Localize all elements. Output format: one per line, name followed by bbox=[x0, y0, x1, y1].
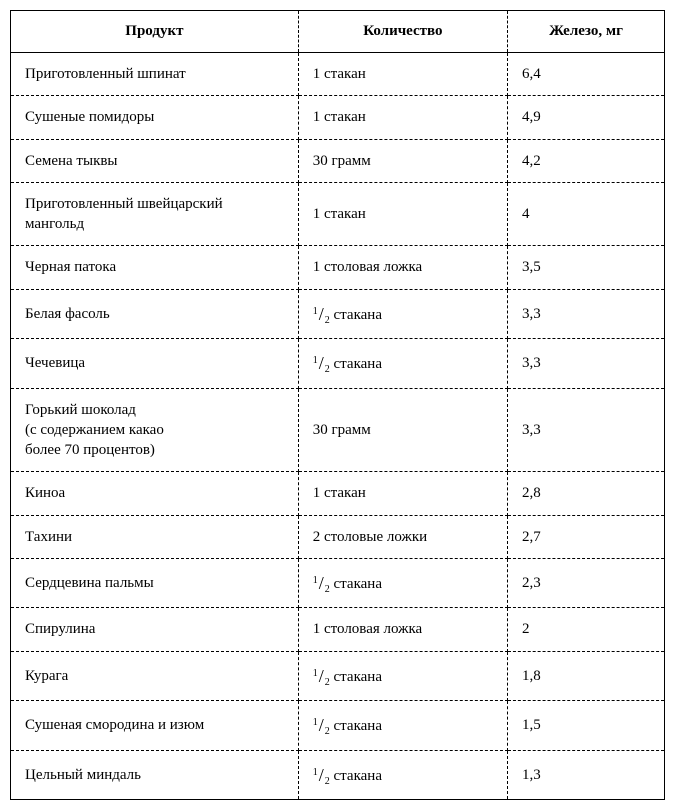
cell-product: Горький шоколад (с содержанием какао бол… bbox=[11, 388, 299, 472]
table-row: Спирулина1 столовая ложка2 bbox=[11, 608, 665, 651]
cell-iron: 4 bbox=[508, 182, 665, 246]
amount-suffix: стакана bbox=[330, 307, 382, 323]
cell-amount: 30 грамм bbox=[298, 388, 507, 472]
cell-iron: 2 bbox=[508, 608, 665, 651]
cell-product: Приготовленный шпинат bbox=[11, 53, 299, 96]
cell-amount: 1 стакан bbox=[298, 182, 507, 246]
cell-amount: 1 столовая ложка bbox=[298, 246, 507, 289]
cell-product: Киноа bbox=[11, 472, 299, 515]
cell-amount: 1/2 стакана bbox=[298, 558, 507, 608]
cell-product: Сушеные помидоры bbox=[11, 96, 299, 139]
fraction-slash: / bbox=[319, 351, 324, 375]
table-row: Приготовленный шпинат1 стакан6,4 bbox=[11, 53, 665, 96]
cell-iron: 4,2 bbox=[508, 139, 665, 182]
cell-iron: 6,4 bbox=[508, 53, 665, 96]
table-row: Сушеная смородина и изюм1/2 стакана1,5 bbox=[11, 701, 665, 751]
cell-amount: 1 столовая ложка bbox=[298, 608, 507, 651]
table-row: Сушеные помидоры1 стакан4,9 bbox=[11, 96, 665, 139]
amount-suffix: стакана bbox=[330, 576, 382, 592]
cell-iron: 3,5 bbox=[508, 246, 665, 289]
fraction-slash: / bbox=[319, 302, 324, 326]
cell-iron: 1,5 bbox=[508, 701, 665, 751]
table-body: Приготовленный шпинат1 стакан6,4Сушеные … bbox=[11, 53, 665, 800]
fraction-half: 1/2 bbox=[313, 762, 330, 789]
cell-amount: 1/2 стакана bbox=[298, 651, 507, 701]
cell-product: Чечевица bbox=[11, 339, 299, 389]
cell-product: Курага bbox=[11, 651, 299, 701]
amount-suffix: стакана bbox=[330, 356, 382, 372]
cell-amount: 1/2 стакана bbox=[298, 701, 507, 751]
fraction-half: 1/2 bbox=[313, 712, 330, 739]
cell-product: Сердцевина пальмы bbox=[11, 558, 299, 608]
cell-product: Приготовленный швейцарский мангольд bbox=[11, 182, 299, 246]
cell-product: Цельный миндаль bbox=[11, 750, 299, 800]
cell-iron: 1,8 bbox=[508, 651, 665, 701]
table-row: Цельный миндаль1/2 стакана1,3 bbox=[11, 750, 665, 800]
cell-amount: 2 столовые ложки bbox=[298, 515, 507, 558]
cell-product: Тахини bbox=[11, 515, 299, 558]
cell-amount: 1/2 стакана bbox=[298, 339, 507, 389]
fraction-half: 1/2 bbox=[313, 350, 330, 377]
table-row: Приготовленный швейцарский мангольд1 ста… bbox=[11, 182, 665, 246]
fraction-numerator: 1 bbox=[313, 575, 318, 586]
header-product: Продукт bbox=[11, 11, 299, 53]
fraction-numerator: 1 bbox=[313, 355, 318, 366]
amount-suffix: стакана bbox=[330, 669, 382, 685]
fraction-numerator: 1 bbox=[313, 767, 318, 778]
cell-product: Черная патока bbox=[11, 246, 299, 289]
fraction-numerator: 1 bbox=[313, 306, 318, 317]
table-row: Белая фасоль1/2 стакана3,3 bbox=[11, 289, 665, 339]
cell-iron: 1,3 bbox=[508, 750, 665, 800]
fraction-slash: / bbox=[319, 664, 324, 688]
cell-iron: 4,9 bbox=[508, 96, 665, 139]
table-row: Киноа1 стакан2,8 bbox=[11, 472, 665, 515]
cell-iron: 3,3 bbox=[508, 339, 665, 389]
cell-amount: 1/2 стакана bbox=[298, 750, 507, 800]
cell-product: Семена тыквы bbox=[11, 139, 299, 182]
cell-product: Белая фасоль bbox=[11, 289, 299, 339]
table-row: Курага1/2 стакана1,8 bbox=[11, 651, 665, 701]
cell-iron: 2,7 bbox=[508, 515, 665, 558]
header-amount: Количество bbox=[298, 11, 507, 53]
cell-iron: 2,8 bbox=[508, 472, 665, 515]
fraction-slash: / bbox=[319, 571, 324, 595]
cell-amount: 1 стакан bbox=[298, 53, 507, 96]
table-row: Горький шоколад (с содержанием какао бол… bbox=[11, 388, 665, 472]
cell-iron: 3,3 bbox=[508, 388, 665, 472]
amount-suffix: стакана bbox=[330, 768, 382, 784]
cell-amount: 1 стакан bbox=[298, 472, 507, 515]
cell-iron: 2,3 bbox=[508, 558, 665, 608]
fraction-half: 1/2 bbox=[313, 301, 330, 328]
cell-product: Спирулина bbox=[11, 608, 299, 651]
cell-amount: 30 грамм bbox=[298, 139, 507, 182]
cell-iron: 3,3 bbox=[508, 289, 665, 339]
header-iron: Железо, мг bbox=[508, 11, 665, 53]
fraction-half: 1/2 bbox=[313, 663, 330, 690]
amount-suffix: стакана bbox=[330, 718, 382, 734]
cell-product: Сушеная смородина и изюм bbox=[11, 701, 299, 751]
fraction-numerator: 1 bbox=[313, 717, 318, 728]
table-header-row: Продукт Количество Железо, мг bbox=[11, 11, 665, 53]
cell-amount: 1/2 стакана bbox=[298, 289, 507, 339]
table-row: Черная патока1 столовая ложка3,5 bbox=[11, 246, 665, 289]
fraction-half: 1/2 bbox=[313, 570, 330, 597]
table-row: Сердцевина пальмы1/2 стакана2,3 bbox=[11, 558, 665, 608]
fraction-numerator: 1 bbox=[313, 668, 318, 679]
cell-amount: 1 стакан bbox=[298, 96, 507, 139]
iron-content-table: Продукт Количество Железо, мг Приготовле… bbox=[10, 10, 665, 800]
table-row: Тахини2 столовые ложки2,7 bbox=[11, 515, 665, 558]
fraction-slash: / bbox=[319, 713, 324, 737]
table-row: Чечевица1/2 стакана3,3 bbox=[11, 339, 665, 389]
fraction-slash: / bbox=[319, 763, 324, 787]
table-row: Семена тыквы30 грамм4,2 bbox=[11, 139, 665, 182]
